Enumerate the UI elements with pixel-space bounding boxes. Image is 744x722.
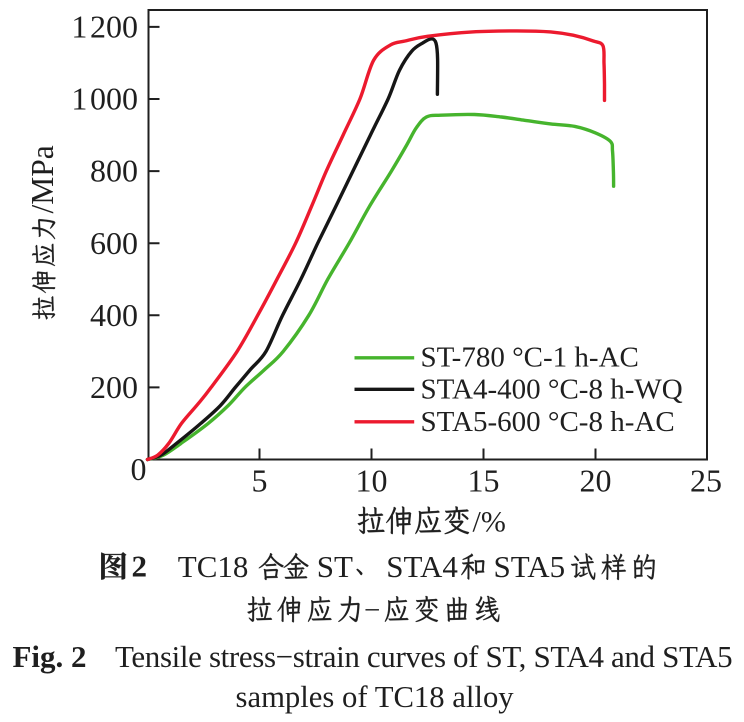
svg-text:−: − <box>364 595 380 627</box>
svg-text:STA5-600 °C-8 h-AC: STA5-600 °C-8 h-AC <box>421 406 675 438</box>
svg-text:400: 400 <box>90 297 138 333</box>
svg-text:ST: ST <box>317 549 353 584</box>
svg-text:5: 5 <box>252 463 268 499</box>
svg-text:25: 25 <box>690 463 722 499</box>
svg-text:20: 20 <box>580 463 612 499</box>
svg-text:STA5: STA5 <box>494 549 566 584</box>
svg-text:2: 2 <box>132 549 148 584</box>
svg-text:Fig. 2: Fig. 2 <box>13 639 87 674</box>
svg-text:ST-780 °C-1 h-AC: ST-780 °C-1 h-AC <box>421 342 639 374</box>
svg-text:1 000: 1 000 <box>71 81 138 117</box>
svg-text:1 200: 1 200 <box>71 9 138 45</box>
svg-text:TC18: TC18 <box>178 549 249 584</box>
svg-text:0: 0 <box>131 451 147 487</box>
svg-text:STA4-400 °C-8 h-WQ: STA4-400 °C-8 h-WQ <box>421 373 683 405</box>
svg-text:/%: /% <box>473 506 506 539</box>
svg-text:STA4: STA4 <box>386 549 458 584</box>
svg-text:/MPa: /MPa <box>25 145 60 213</box>
svg-text:Tensile stress−strain curves o: Tensile stress−strain curves of ST, STA4… <box>115 639 732 674</box>
svg-text:800: 800 <box>90 153 138 189</box>
svg-text:15: 15 <box>468 463 500 499</box>
svg-text:600: 600 <box>90 225 138 261</box>
svg-text:200: 200 <box>90 369 138 405</box>
svg-text:10: 10 <box>356 463 388 499</box>
svg-text:samples of TC18 alloy: samples of TC18 alloy <box>236 680 515 714</box>
